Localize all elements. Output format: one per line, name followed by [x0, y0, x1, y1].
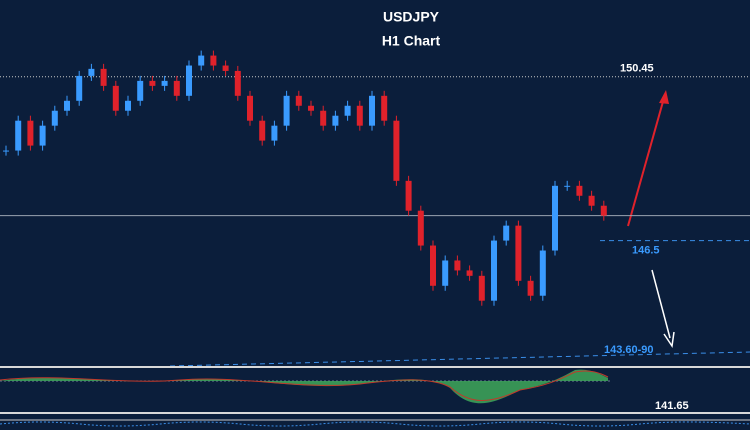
chart-subtitle: H1 Chart [382, 33, 441, 49]
trend-line [169, 351, 750, 367]
candle-body [112, 85, 119, 111]
candle-body [186, 65, 192, 96]
histogram [0, 369, 608, 404]
down-arrow [651, 269, 671, 339]
candle-body [271, 125, 278, 141]
target-label: 143.60-90 [604, 344, 654, 356]
support-label: 146.5 [632, 244, 660, 256]
candle-body [588, 195, 595, 206]
up-arrow [627, 97, 665, 227]
chart-title: USDJPY [383, 9, 440, 25]
candle-body [466, 270, 473, 276]
candle-body [527, 280, 534, 296]
candle-body [283, 95, 290, 126]
oscillator [0, 421, 750, 427]
candle-body [39, 125, 46, 146]
candle-body [76, 75, 83, 101]
candle-body [332, 115, 339, 126]
candle-body [247, 95, 253, 121]
candle-body [369, 95, 375, 126]
candle-body [564, 185, 571, 187]
candle-body [491, 240, 497, 301]
candle-body [173, 80, 180, 96]
candle-body [100, 68, 107, 86]
candle-body [430, 245, 436, 286]
candle-body [64, 100, 70, 111]
candle-body [552, 185, 558, 251]
candle-body [405, 180, 412, 211]
candle-body [51, 110, 58, 126]
candle-body [356, 105, 363, 126]
candle-body [344, 105, 351, 116]
candle-body [27, 120, 34, 146]
signal-line [0, 370, 609, 401]
candle-body [381, 95, 388, 121]
candle-body [259, 120, 266, 141]
candle-body [295, 95, 302, 106]
candle-body [320, 110, 327, 126]
candle-body [308, 105, 314, 111]
candle-body [125, 100, 131, 111]
candle-body [454, 260, 461, 271]
candle-body [234, 70, 241, 96]
candle-body [222, 65, 229, 71]
candle-body [442, 260, 449, 286]
candle-body [3, 150, 9, 152]
candle-body [478, 275, 485, 301]
candle-body [161, 80, 168, 86]
candle-body [137, 80, 144, 101]
candle-body [417, 210, 424, 246]
candle-body [576, 185, 583, 196]
down-arrow-head [663, 331, 675, 349]
candle-body [149, 80, 156, 86]
resistance-label: 150.45 [620, 63, 654, 75]
candle-body [88, 68, 95, 76]
up-arrow-head [659, 90, 669, 104]
indicator-label: 141.65 [655, 400, 689, 412]
candle-body [503, 225, 510, 241]
candle-body [15, 120, 22, 151]
candle-body [210, 55, 217, 66]
candle-body [539, 250, 546, 296]
candle-body [393, 120, 400, 181]
candle-body [515, 225, 522, 281]
candle-body [600, 205, 607, 216]
candle-body [198, 55, 205, 66]
